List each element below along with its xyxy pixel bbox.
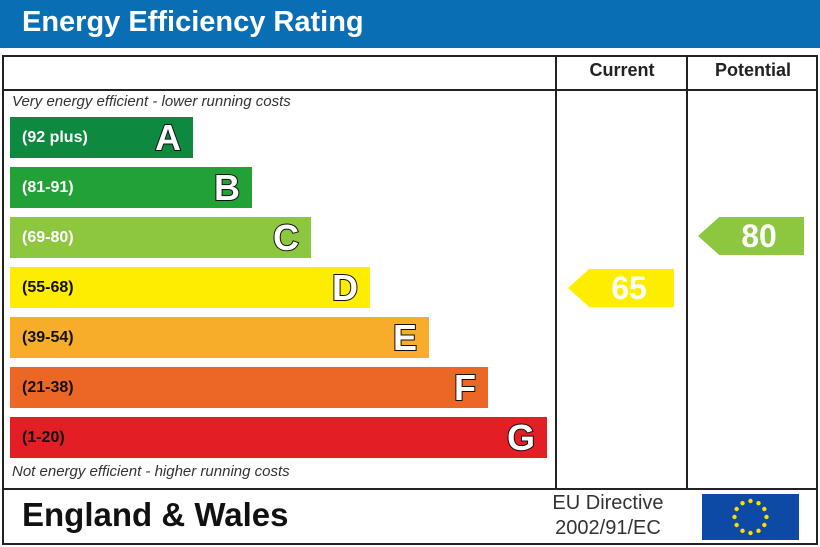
band-range: (39-54) xyxy=(22,328,74,346)
divider xyxy=(686,55,688,490)
band-c: (69-80) C xyxy=(10,216,311,259)
band-range: (69-80) xyxy=(22,228,74,246)
star-icon xyxy=(764,514,769,520)
star-icon xyxy=(734,506,739,512)
current-rating-value: 65 xyxy=(611,269,647,306)
star-icon xyxy=(748,498,753,504)
band-b: (81-91) B xyxy=(10,166,252,209)
star-icon xyxy=(732,514,737,520)
band-letter: E xyxy=(392,316,418,359)
potential-rating-arrow: 80 xyxy=(698,217,804,255)
star-icon xyxy=(734,522,739,528)
star-icon xyxy=(748,530,753,536)
directive-line2: 2002/91/EC xyxy=(555,517,661,539)
chart-title: Energy Efficiency Rating xyxy=(22,6,364,38)
band-letter: D xyxy=(331,266,359,309)
directive-line1: EU Directive xyxy=(552,492,664,514)
potential-rating-value: 80 xyxy=(741,217,777,254)
star-icon xyxy=(762,522,767,528)
band-d: (55-68) D xyxy=(10,266,370,309)
band-letter: G xyxy=(506,416,536,459)
band-range: (1-20) xyxy=(22,428,65,446)
band-g: (1-20) G xyxy=(10,416,547,459)
band-a: (92 plus) A xyxy=(10,116,193,159)
band-range: (81-91) xyxy=(22,178,74,196)
star-icon xyxy=(740,528,745,534)
divider xyxy=(2,488,818,490)
band-range: (55-68) xyxy=(22,278,74,296)
current-rating-arrow: 65 xyxy=(568,269,674,307)
band-range: (21-38) xyxy=(22,378,74,396)
band-range: (92 plus) xyxy=(22,128,88,146)
divider xyxy=(555,55,557,490)
band-letter: C xyxy=(272,216,300,259)
star-icon xyxy=(756,500,761,506)
star-icon xyxy=(740,500,745,506)
top-note: Very energy efficient - lower running co… xyxy=(12,93,291,110)
band-letter: A xyxy=(154,116,182,159)
band-e: (39-54) E xyxy=(10,316,429,359)
bottom-note: Not energy efficient - higher running co… xyxy=(12,463,290,480)
band-letter: B xyxy=(213,166,241,209)
band-f: (21-38) F xyxy=(10,366,488,409)
eu-directive: EU Directive 2002/91/EC xyxy=(528,491,688,541)
column-header-current: Current xyxy=(589,60,655,80)
title-bar: Energy Efficiency Rating xyxy=(0,0,820,48)
band-letter: F xyxy=(453,366,477,409)
star-icon xyxy=(756,528,761,534)
divider xyxy=(2,89,818,91)
column-header-potential: Potential xyxy=(714,60,791,80)
eu-flag-icon xyxy=(702,494,799,540)
star-icon xyxy=(762,506,767,512)
region-label: England & Wales xyxy=(22,496,289,533)
rating-frame xyxy=(2,55,818,545)
